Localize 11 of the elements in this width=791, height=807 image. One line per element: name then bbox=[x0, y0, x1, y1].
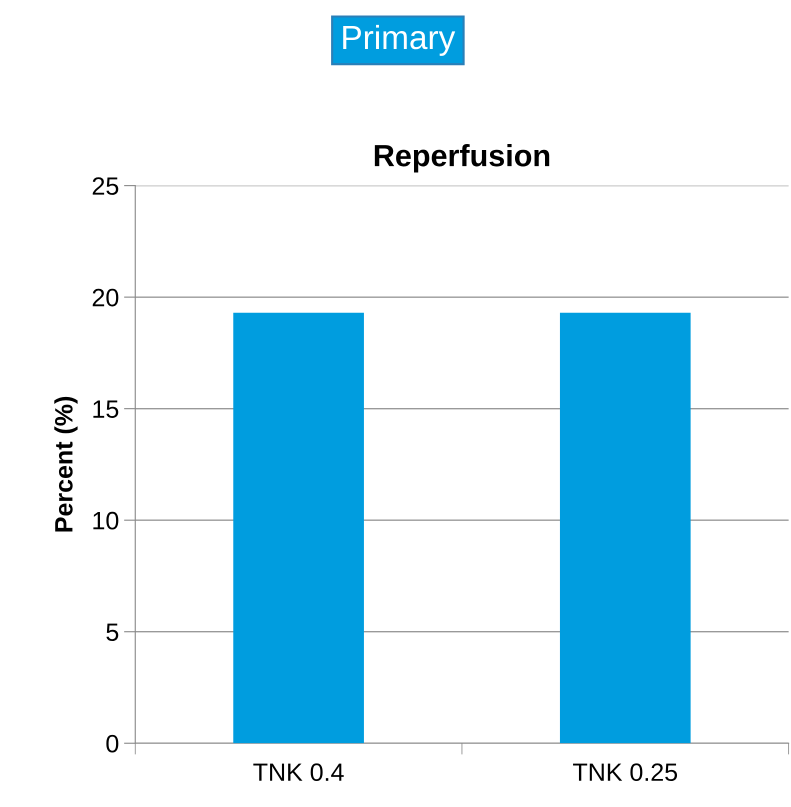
y-tick-label: 25 bbox=[92, 177, 118, 195]
y-tick-label: 20 bbox=[92, 288, 118, 306]
y-tick-label: 0 bbox=[106, 734, 118, 753]
x-tick-label: TNK 0.25 bbox=[573, 763, 678, 782]
chart-title: Reperfusion bbox=[374, 144, 550, 173]
y-tick-label: 15 bbox=[93, 400, 118, 418]
x-tick-label: TNK 0.4 bbox=[253, 763, 344, 782]
text: Primary bbox=[343, 24, 456, 56]
y-tick-label: 5 bbox=[106, 624, 118, 642]
y-axis-title: Percent (%) bbox=[54, 396, 78, 532]
y-tick-label: 10 bbox=[93, 512, 118, 530]
